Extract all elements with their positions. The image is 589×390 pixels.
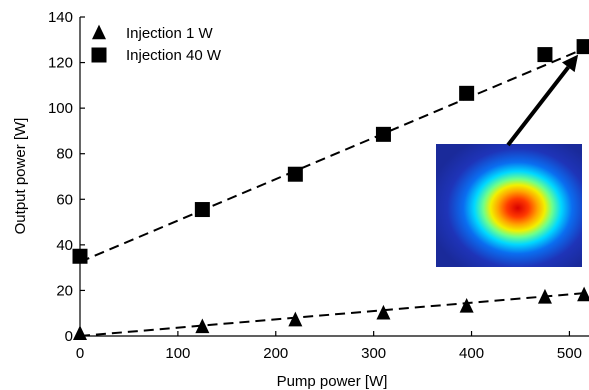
fit-line [79,291,589,337]
x-tick-label: 100 [165,345,190,362]
data-point-triangle [288,311,303,327]
data-point-square [576,39,589,55]
data-point-triangle [577,286,589,302]
data-point-triangle [459,297,474,313]
data-point-triangle [537,288,552,304]
data-point-triangle [195,318,210,334]
y-tick-label: 20 [56,282,73,299]
x-tick-label: 300 [361,345,386,362]
x-tick-label: 0 [76,345,84,362]
data-point-square [194,202,210,218]
legend-label: Injection 1 W [126,25,214,42]
x-axis-title: Pump power [W] [277,373,388,390]
legend-marker-square [91,47,107,63]
annotation-arrow-shaft [506,66,570,147]
x-tick-label: 500 [557,345,582,362]
annotation-layer [506,54,579,147]
series-layer [72,39,589,341]
data-point-square [537,47,553,63]
data-point-square [375,126,391,142]
fit-line [79,45,589,263]
y-tick-label: 40 [56,237,73,254]
legend: Injection 1 W Injection 40 W [91,24,222,64]
legend-label: Injection 40 W [126,47,222,64]
beam-profile-image [436,144,582,267]
y-tick-label: 0 [65,328,73,345]
y-tick-label: 100 [48,100,73,117]
y-tick-label: 80 [56,146,73,163]
legend-marker-triangle [92,24,106,40]
x-tick-label: 400 [459,345,484,362]
ticks: 0 20 40 60 80 100 120 140 0 100 200 300 400 500 [48,9,582,362]
data-point-square [459,85,475,101]
x-tick-label: 200 [263,345,288,362]
y-axis-title: Output power [W] [12,118,29,235]
beam-profile-inset [436,144,582,267]
y-tick-label: 120 [48,55,73,72]
y-tick-label: 60 [56,191,73,208]
y-tick-label: 140 [48,9,73,26]
data-point-triangle [376,304,391,320]
axes [79,17,589,337]
annotation-arrow-head [561,54,579,73]
data-point-square [287,166,303,182]
